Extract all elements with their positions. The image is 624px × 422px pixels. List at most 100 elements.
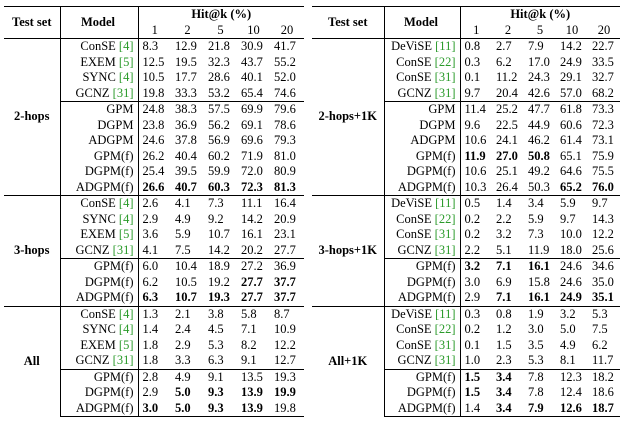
value-cell: 25.1 (492, 164, 524, 180)
citation: [22] (434, 322, 456, 336)
value-cell: 10.4 (171, 258, 204, 275)
hit-value: 1.4 (142, 322, 159, 336)
value-cell: 3.0 (524, 322, 556, 338)
hit-value: 5.9 (528, 211, 544, 226)
hit-value: 33.5 (592, 54, 614, 69)
hit-value: 47.7 (528, 102, 550, 116)
hit-value: 1.0 (464, 353, 481, 367)
hit-value: 75.9 (592, 148, 614, 163)
value-cell: 1.5 (460, 368, 492, 385)
value-cell: 0.8 (460, 38, 492, 55)
value-cell: 0.1 (460, 338, 492, 354)
k-header: 5 (217, 22, 224, 37)
value-cell: 3.4 (492, 385, 524, 401)
test-set-header: Test set (4, 6, 61, 39)
hit-value: 19.8 (274, 400, 296, 415)
value-cell: 6.3 (138, 290, 171, 306)
citation: [5] (118, 227, 134, 241)
hit-value: 7.5 (175, 242, 191, 257)
hit-value: 3.4 (496, 385, 512, 399)
value-cell: 27.7 (237, 275, 270, 291)
hit-value: 10.3 (464, 179, 487, 194)
hit-value: 9.1 (241, 353, 257, 367)
value-cell: 19.9 (270, 385, 304, 401)
hit-value: 0.8 (496, 306, 512, 321)
hit-value: 37.8 (175, 133, 197, 147)
model-cell: ConSE [22] (384, 322, 461, 338)
value-cell: 19.3 (204, 290, 237, 306)
model-cell: DGPM(f) (384, 274, 461, 290)
hit-value: 8.2 (241, 337, 257, 352)
hit-value: 81.3 (274, 179, 296, 194)
value-cell: 2.2 (492, 212, 524, 228)
hit-value: 69.9 (241, 102, 263, 116)
model-cell: EXEM [5] (60, 337, 139, 353)
model-name: ADGPM(f) (75, 400, 134, 415)
value-cell: 75.9 (588, 149, 620, 165)
value-cell: 7.1 (492, 258, 524, 275)
model-cell: GCNZ [31] (60, 353, 139, 369)
value-cell: 64.6 (556, 164, 588, 180)
hit-value: 57.5 (208, 102, 230, 116)
model-cell: GPM (384, 101, 461, 118)
hit-value: 52.0 (274, 70, 296, 84)
value-cell: 22.7 (588, 38, 621, 55)
value-cell: 0.8 (492, 305, 524, 322)
model-name: EXEM (80, 54, 116, 69)
value-cell: 4.9 (171, 212, 204, 228)
hit-value: 2.7 (496, 39, 512, 53)
hit-value: 5.0 (175, 385, 191, 399)
hit-value: 40.4 (175, 148, 197, 163)
model-name: GCNZ (397, 353, 432, 367)
citation: [11] (435, 306, 456, 321)
hit-value: 6.9 (496, 274, 512, 289)
test-set-header: Test set (312, 6, 385, 39)
model-name: GPM(f) (415, 369, 456, 384)
value-cell: 65.4 (237, 86, 270, 102)
value-cell: 2.9 (460, 290, 492, 306)
result-row: GPM(f) 1.5 3.4 7.8 12.3 18.2 (312, 368, 621, 385)
value-cell: 44.9 (524, 118, 556, 134)
hit-value: 5.3 (208, 337, 224, 352)
hit-value: 42.6 (528, 85, 550, 100)
model-cell: ADGPM(f) (384, 179, 461, 196)
hit-value: 1.2 (496, 322, 512, 336)
hit-value: 11.2 (496, 70, 518, 84)
hit-value: 24.9 (560, 54, 582, 69)
value-cell: 2.7 (492, 38, 524, 55)
value-cell: 12.2 (588, 227, 620, 243)
model-cell: ADGPM (60, 133, 139, 149)
hit-value: 60.2 (208, 148, 230, 163)
hit-value: 18.9 (208, 259, 230, 273)
model-name: ADGPM(f) (397, 400, 456, 415)
hit-value: 40.1 (241, 70, 263, 84)
hit-value: 19.5 (175, 54, 197, 69)
value-cell: 53.2 (204, 86, 237, 102)
value-cell: 24.1 (492, 133, 524, 149)
hit-value: 6.3 (142, 290, 159, 304)
value-cell: 2.9 (138, 385, 171, 401)
value-cell: 24.8 (138, 101, 171, 118)
model-cell: ADGPM (384, 133, 461, 149)
value-cell: 18.6 (588, 385, 620, 401)
model-cell: EXEM [5] (60, 227, 139, 243)
value-cell: 81.3 (270, 180, 304, 196)
result-row: ADGPM(f) 1.4 3.4 7.9 12.6 18.7 (312, 400, 621, 417)
hit-value: 68.2 (592, 85, 614, 100)
value-cell: 2.8 (138, 368, 171, 385)
hit-value: 56.9 (208, 133, 230, 147)
value-cell: 5.8 (237, 305, 270, 322)
value-cell: 7.9 (524, 38, 556, 55)
model-name: GPM(f) (93, 148, 134, 163)
model-name: GCNZ (75, 85, 110, 100)
value-cell: 75.5 (588, 164, 620, 180)
hit-value: 29.1 (560, 70, 582, 84)
hit-value: 73.3 (592, 102, 614, 116)
hit-value: 2.2 (496, 211, 512, 226)
value-cell: 57.5 (204, 101, 237, 118)
model-cell: ConSE [22] (384, 54, 461, 70)
value-cell: 24.9 (556, 290, 588, 306)
value-cell: 39.5 (171, 164, 204, 180)
value-cell: 21.8 (204, 38, 237, 55)
value-cell: 26.4 (492, 180, 524, 196)
